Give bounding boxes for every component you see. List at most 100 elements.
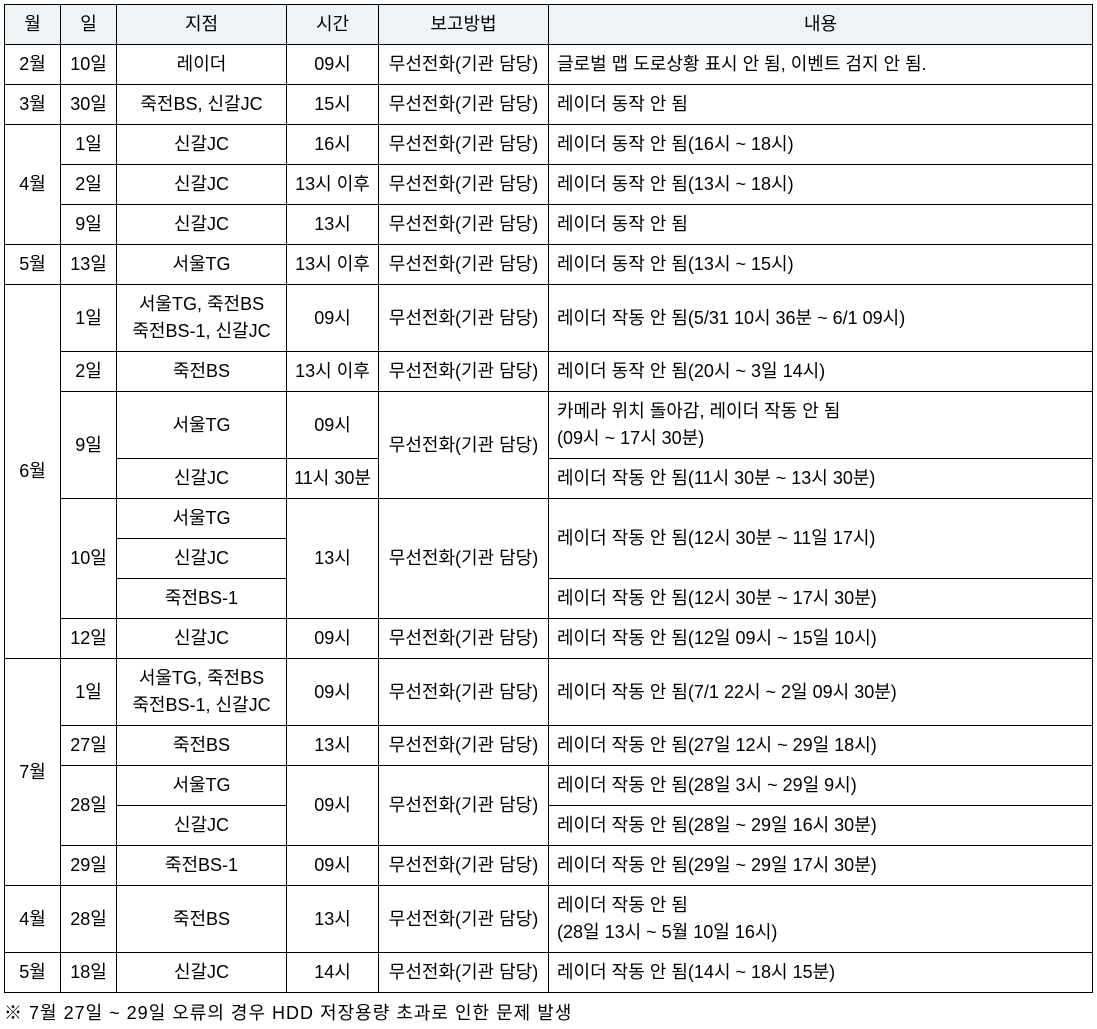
cell-day: 10일 (61, 45, 117, 85)
cell-day: 18일 (61, 953, 117, 993)
table-header-row: 월 일 지점 시간 보고방법 내용 (5, 5, 1093, 45)
cell-month: 4월 (5, 125, 61, 245)
cell-loc: 서울TG (117, 245, 287, 285)
table-row: 2일 신갈JC 13시 이후 무선전화(기관 담당) 레이더 동작 안 됨(13… (5, 165, 1093, 205)
cell-content: 레이더 작동 안 됨(12시 30분 ~ 11일 17시) (549, 499, 1093, 579)
cell-time: 09시 (287, 392, 379, 459)
footnote: ※ 7월 27일 ~ 29일 오류의 경우 HDD 저장용량 초과로 인한 문제… (4, 999, 1093, 1025)
header-day: 일 (61, 5, 117, 45)
cell-day: 2일 (61, 352, 117, 392)
cell-method: 무선전화(기관 담당) (379, 85, 549, 125)
cell-month: 4월 (5, 886, 61, 953)
cell-method: 무선전화(기관 담당) (379, 659, 549, 726)
table-row: 3월 30일 죽전BS, 신갈JC 15시 무선전화(기관 담당) 레이더 동작… (5, 85, 1093, 125)
cell-time: 14시 (287, 953, 379, 993)
table-row: 4월 1일 신갈JC 16시 무선전화(기관 담당) 레이더 동작 안 됨(16… (5, 125, 1093, 165)
cell-method: 무선전화(기관 담당) (379, 285, 549, 352)
cell-time: 13시 이후 (287, 245, 379, 285)
cell-method: 무선전화(기관 담당) (379, 953, 549, 993)
cell-day: 28일 (61, 766, 117, 846)
cell-month: 5월 (5, 953, 61, 993)
cell-loc: 죽전BS (117, 726, 287, 766)
cell-content: 레이더 작동 안 됨(5/31 10시 36분 ~ 6/1 09시) (549, 285, 1093, 352)
table-row: 6월 1일 서울TG, 죽전BS죽전BS-1, 신갈JC 09시 무선전화(기관… (5, 285, 1093, 352)
cell-content: 레이더 작동 안 됨(28일 3시 ~ 29일 9시) (549, 766, 1093, 806)
cell-loc: 신갈JC (117, 806, 287, 846)
table-row: 5월 18일 신갈JC 14시 무선전화(기관 담당) 레이더 작동 안 됨(1… (5, 953, 1093, 993)
cell-day: 28일 (61, 886, 117, 953)
cell-day: 1일 (61, 125, 117, 165)
cell-content: 글로벌 맵 도로상황 표시 안 됨, 이벤트 검지 안 됨. (549, 45, 1093, 85)
cell-month: 3월 (5, 85, 61, 125)
cell-day: 1일 (61, 659, 117, 726)
table-row: 신갈JC 레이더 작동 안 됨(28일 ~ 29일 16시 30분) (5, 806, 1093, 846)
cell-method: 무선전화(기관 담당) (379, 766, 549, 846)
table-row: 2월 10일 레이더 09시 무선전화(기관 담당) 글로벌 맵 도로상황 표시… (5, 45, 1093, 85)
cell-loc: 서울TG, 죽전BS죽전BS-1, 신갈JC (117, 285, 287, 352)
table-row: 신갈JC 11시 30분 레이더 작동 안 됨(11시 30분 ~ 13시 30… (5, 459, 1093, 499)
cell-month: 2월 (5, 45, 61, 85)
cell-loc: 서울TG (117, 499, 287, 539)
cell-time: 16시 (287, 125, 379, 165)
header-month: 월 (5, 5, 61, 45)
cell-content: 레이더 동작 안 됨(13시 ~ 15시) (549, 245, 1093, 285)
table-row: 4월 28일 죽전BS 13시 무선전화(기관 담당) 레이더 작동 안 됨(2… (5, 886, 1093, 953)
cell-content: 레이더 작동 안 됨(11시 30분 ~ 13시 30분) (549, 459, 1093, 499)
cell-day: 9일 (61, 392, 117, 499)
cell-content: 레이더 작동 안 됨(7/1 22시 ~ 2일 09시 30분) (549, 659, 1093, 726)
cell-time: 15시 (287, 85, 379, 125)
cell-content: 레이더 동작 안 됨 (549, 205, 1093, 245)
cell-loc: 죽전BS-1 (117, 846, 287, 886)
cell-loc: 신갈JC (117, 953, 287, 993)
cell-day: 30일 (61, 85, 117, 125)
cell-loc: 신갈JC (117, 125, 287, 165)
cell-loc: 죽전BS (117, 886, 287, 953)
cell-content: 레이더 동작 안 됨(20시 ~ 3일 14시) (549, 352, 1093, 392)
cell-day: 13일 (61, 245, 117, 285)
cell-method: 무선전화(기관 담당) (379, 499, 549, 619)
cell-time: 09시 (287, 766, 379, 846)
cell-month: 6월 (5, 285, 61, 659)
cell-time: 13시 (287, 499, 379, 619)
table-row: 9일 서울TG 09시 무선전화(기관 담당) 카메라 위치 돌아감, 레이더 … (5, 392, 1093, 459)
table-row: 2일 죽전BS 13시 이후 무선전화(기관 담당) 레이더 동작 안 됨(20… (5, 352, 1093, 392)
cell-time: 13시 (287, 726, 379, 766)
cell-content: 레이더 동작 안 됨 (549, 85, 1093, 125)
cell-month: 5월 (5, 245, 61, 285)
cell-loc: 신갈JC (117, 205, 287, 245)
cell-loc: 죽전BS-1 (117, 579, 287, 619)
table-row: 28일 서울TG 09시 무선전화(기관 담당) 레이더 작동 안 됨(28일 … (5, 766, 1093, 806)
table-row: 7월 1일 서울TG, 죽전BS죽전BS-1, 신갈JC 09시 무선전화(기관… (5, 659, 1093, 726)
table-row: 10일 서울TG 13시 무선전화(기관 담당) 레이더 작동 안 됨(12시 … (5, 499, 1093, 539)
report-table: 월 일 지점 시간 보고방법 내용 2월 10일 레이더 09시 무선전화(기관… (4, 4, 1093, 993)
cell-time: 09시 (287, 285, 379, 352)
cell-month: 7월 (5, 659, 61, 886)
cell-method: 무선전화(기관 담당) (379, 352, 549, 392)
cell-day: 27일 (61, 726, 117, 766)
cell-day: 1일 (61, 285, 117, 352)
cell-day: 10일 (61, 499, 117, 619)
cell-time: 09시 (287, 619, 379, 659)
cell-method: 무선전화(기관 담당) (379, 619, 549, 659)
header-content: 내용 (549, 5, 1093, 45)
cell-loc: 신갈JC (117, 459, 287, 499)
cell-content: 레이더 동작 안 됨(13시 ~ 18시) (549, 165, 1093, 205)
cell-loc: 레이더 (117, 45, 287, 85)
cell-time: 09시 (287, 45, 379, 85)
cell-method: 무선전화(기관 담당) (379, 886, 549, 953)
table-row: 죽전BS-1 레이더 작동 안 됨(12시 30분 ~ 17시 30분) (5, 579, 1093, 619)
cell-loc: 서울TG (117, 392, 287, 459)
cell-method: 무선전화(기관 담당) (379, 205, 549, 245)
cell-method: 무선전화(기관 담당) (379, 846, 549, 886)
cell-time: 13시 (287, 205, 379, 245)
cell-loc: 신갈JC (117, 539, 287, 579)
cell-loc: 서울TG (117, 766, 287, 806)
table-row: 27일 죽전BS 13시 무선전화(기관 담당) 레이더 작동 안 됨(27일 … (5, 726, 1093, 766)
cell-loc: 신갈JC (117, 619, 287, 659)
cell-loc: 죽전BS, 신갈JC (117, 85, 287, 125)
header-time: 시간 (287, 5, 379, 45)
cell-day: 12일 (61, 619, 117, 659)
cell-loc: 서울TG, 죽전BS죽전BS-1, 신갈JC (117, 659, 287, 726)
cell-content: 레이더 작동 안 됨(12일 09시 ~ 15일 10시) (549, 619, 1093, 659)
cell-content: 레이더 작동 안 됨(28일 ~ 29일 16시 30분) (549, 806, 1093, 846)
